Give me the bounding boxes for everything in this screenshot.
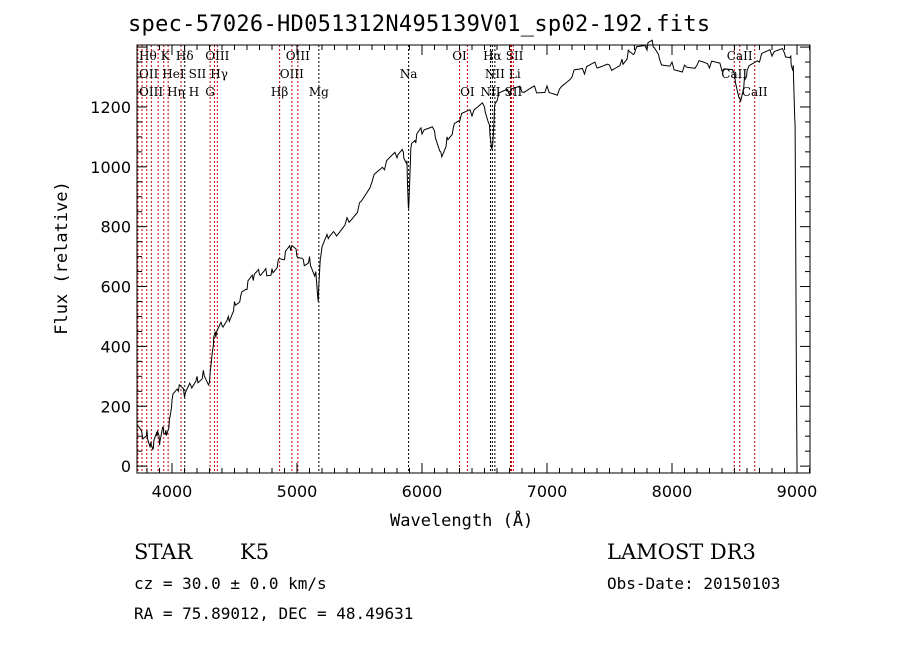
- line-marker-label: NII: [481, 85, 501, 99]
- line-marker-label: HeI: [162, 67, 185, 81]
- line-marker-label: Hδ: [176, 49, 194, 63]
- redshift-text: cz = 30.0 ± 0.0 km/s: [134, 574, 327, 593]
- line-marker-label: Mg: [309, 85, 329, 99]
- line-marker-label: OI: [452, 49, 467, 63]
- y-tick-label: 200: [100, 397, 131, 416]
- x-tick-label: 9000: [777, 482, 818, 501]
- line-marker-label: Hγ: [210, 67, 228, 81]
- line-marker-label: G: [205, 85, 215, 99]
- x-tick-label: 4000: [152, 482, 193, 501]
- spectrum-line: [136, 39, 798, 467]
- y-tick-label: 400: [100, 337, 131, 356]
- obs-date: Obs-Date: 20150103: [607, 574, 781, 593]
- line-marker-label: K: [161, 49, 171, 63]
- line-marker-label: OIII: [280, 67, 304, 81]
- line-marker-label: OIII: [286, 49, 310, 63]
- y-tick-label: 800: [100, 218, 131, 237]
- line-marker-label: Li: [509, 67, 521, 81]
- line-marker-label: OIII: [139, 85, 163, 99]
- object-subclass: K5: [240, 540, 270, 564]
- line-marker-label: OIII: [205, 49, 229, 63]
- x-tick-label: 7000: [527, 482, 568, 501]
- x-tick-label: 5000: [277, 482, 318, 501]
- line-marker-label: SII: [506, 49, 524, 63]
- plot-frame: [136, 44, 811, 474]
- y-tick-label: 1200: [90, 98, 131, 117]
- y-tick-label: 600: [100, 278, 131, 297]
- y-tick-label: 0: [121, 457, 131, 476]
- survey-label: LAMOST DR3: [607, 540, 756, 564]
- line-marker-label: Hβ: [271, 85, 288, 99]
- line-marker-label: SII: [189, 67, 207, 81]
- chart-title: spec-57026-HD051312N495139V01_sp02-192.f…: [128, 12, 711, 37]
- y-axis-label: Flux (relative): [52, 181, 72, 335]
- x-tick-label: 8000: [652, 482, 693, 501]
- line-marker-label: OI: [460, 85, 475, 99]
- line-marker-label: Na: [400, 67, 418, 81]
- object-class: STAR: [134, 540, 193, 564]
- ra-dec: RA = 75.89012, DEC = 48.49631: [134, 604, 414, 623]
- x-tick-label: 6000: [402, 482, 443, 501]
- line-marker-label: CaII: [727, 49, 753, 63]
- line-marker-label: CaII: [742, 85, 768, 99]
- line-marker-label: SII: [505, 85, 523, 99]
- line-marker-label: NII: [485, 67, 505, 81]
- y-tick-label: 1000: [90, 158, 131, 177]
- x-axis-label: Wavelength (Å): [390, 511, 534, 531]
- line-marker-label: OII: [139, 67, 159, 81]
- line-marker-label: Hθ: [139, 49, 157, 63]
- line-marker-label: Hη: [167, 85, 185, 99]
- line-marker-label: H: [189, 85, 199, 99]
- line-marker-label: Hα: [483, 49, 502, 63]
